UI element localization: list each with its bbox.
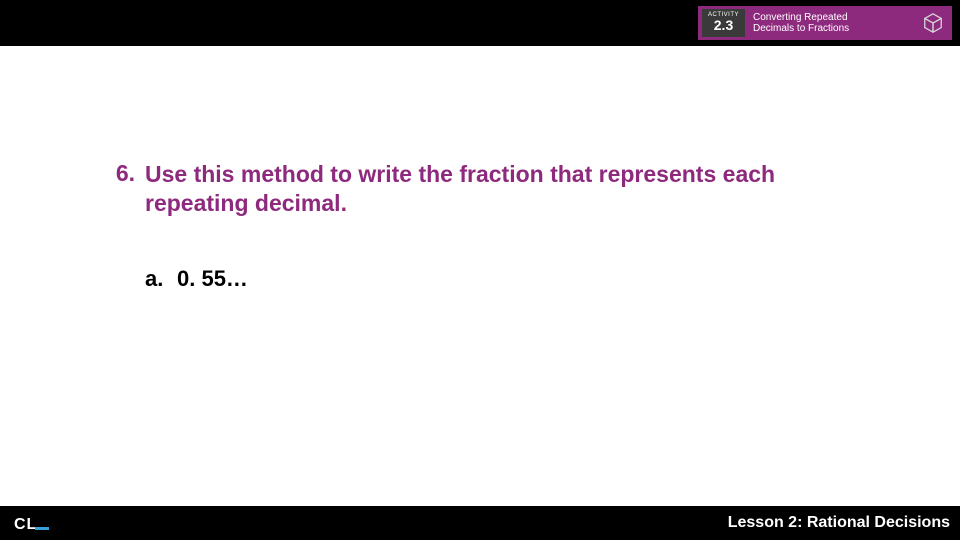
activity-number: 2.3: [714, 18, 733, 33]
bottombar: CL Lesson 2: Rational Decisions: [0, 506, 960, 540]
cube-icon: [922, 12, 944, 34]
logo: CL: [14, 516, 49, 534]
activity-title: Converting Repeated Decimals to Fraction…: [753, 12, 849, 35]
lesson-text: Lesson 2: Rational Decisions: [728, 514, 950, 532]
logo-accent-bar: [35, 527, 49, 530]
content-area: 6. Use this method to write the fraction…: [105, 160, 865, 292]
question-number: 6.: [105, 160, 145, 218]
activity-number-box: ACTIVITY 2.3: [702, 9, 745, 37]
activity-title-line2: Decimals to Fractions: [753, 23, 849, 35]
subpart-label: a.: [145, 266, 177, 292]
logo-text: CL: [14, 516, 37, 533]
subpart-row: a. 0. 55…: [145, 266, 865, 292]
topbar: ACTIVITY 2.3 Converting Repeated Decimal…: [0, 0, 960, 46]
subpart-text: 0. 55…: [177, 266, 248, 292]
activity-title-line1: Converting Repeated: [753, 12, 849, 24]
activity-badge: ACTIVITY 2.3 Converting Repeated Decimal…: [698, 6, 952, 40]
slide: ACTIVITY 2.3 Converting Repeated Decimal…: [0, 0, 960, 540]
question-text: Use this method to write the fraction th…: [145, 160, 865, 218]
question-row: 6. Use this method to write the fraction…: [105, 160, 865, 218]
